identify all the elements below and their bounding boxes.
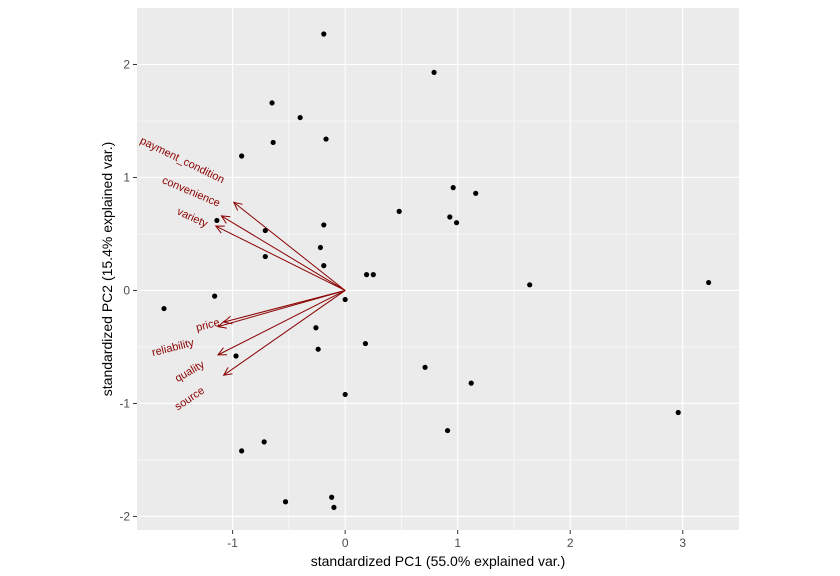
data-point <box>362 340 369 347</box>
arrowhead-quality <box>216 347 228 356</box>
data-point <box>214 217 220 224</box>
vector-label-price: price <box>195 317 221 334</box>
arrowhead-variety <box>214 225 225 234</box>
data-point <box>321 31 327 37</box>
vector-reliability <box>217 289 346 328</box>
data-point <box>270 139 276 146</box>
data-point <box>363 272 370 278</box>
plot-panel <box>137 8 739 530</box>
data-point <box>329 494 335 500</box>
data-point <box>233 353 239 359</box>
x-tick-label: 2 <box>567 536 574 550</box>
y-tick-label: 1 <box>123 170 130 184</box>
data-point <box>447 214 453 220</box>
data-point <box>321 263 327 269</box>
data-point <box>431 69 437 76</box>
minor-gridlines <box>137 8 739 530</box>
data-point <box>212 293 218 299</box>
data-point <box>321 222 327 228</box>
vector-convenience <box>221 215 346 291</box>
data-point <box>161 305 167 312</box>
y-axis-title: standardized PC2 (15.4% explained var.) <box>99 142 115 396</box>
data-point <box>262 227 268 234</box>
data-point <box>282 499 289 505</box>
vector-variety <box>215 225 346 291</box>
data-point <box>239 448 245 454</box>
data-point <box>527 282 533 288</box>
data-point <box>396 208 402 214</box>
arrowhead-source <box>222 367 233 376</box>
data-point <box>331 504 337 511</box>
loading-vectors <box>214 201 346 376</box>
data-point <box>261 439 267 445</box>
data-point <box>317 244 324 251</box>
y-tick-label: -2 <box>119 509 130 523</box>
vector-source <box>223 290 346 376</box>
data-point <box>342 391 348 398</box>
x-tick-label: 3 <box>679 536 686 550</box>
y-axis: -2 -1 0 1 2 <box>119 57 137 523</box>
x-tick-label: -1 <box>227 536 238 550</box>
arrowhead-payment_condition <box>232 201 243 211</box>
score-points <box>161 31 712 511</box>
data-point <box>468 380 474 386</box>
x-axis-title: standardized PC1 (55.0% explained var.) <box>311 553 565 569</box>
data-point <box>262 253 268 260</box>
x-axis: -1 0 1 2 3 <box>227 530 686 550</box>
data-point <box>370 272 376 278</box>
data-point <box>450 185 456 191</box>
data-point <box>323 136 329 142</box>
vector-payment_condition <box>233 201 346 291</box>
data-point <box>342 296 348 303</box>
x-tick-label: 1 <box>454 536 461 550</box>
vector-quality <box>217 290 346 356</box>
data-point <box>297 114 303 121</box>
data-point <box>239 153 245 159</box>
x-tick-label: 0 <box>342 536 349 550</box>
data-point <box>473 190 479 196</box>
data-point <box>315 346 321 352</box>
data-point <box>313 325 319 331</box>
arrowhead-convenience <box>220 215 231 224</box>
y-tick-label: -1 <box>119 396 130 410</box>
data-point <box>675 409 681 416</box>
data-point <box>453 220 460 226</box>
y-tick-label: 2 <box>123 57 130 71</box>
y-tick-label: 0 <box>123 283 130 297</box>
arrowhead-reliability <box>216 320 227 329</box>
data-point <box>422 364 428 370</box>
major-gridlines <box>137 8 739 530</box>
data-point <box>444 427 451 434</box>
data-point <box>269 100 275 106</box>
data-point <box>706 279 712 286</box>
